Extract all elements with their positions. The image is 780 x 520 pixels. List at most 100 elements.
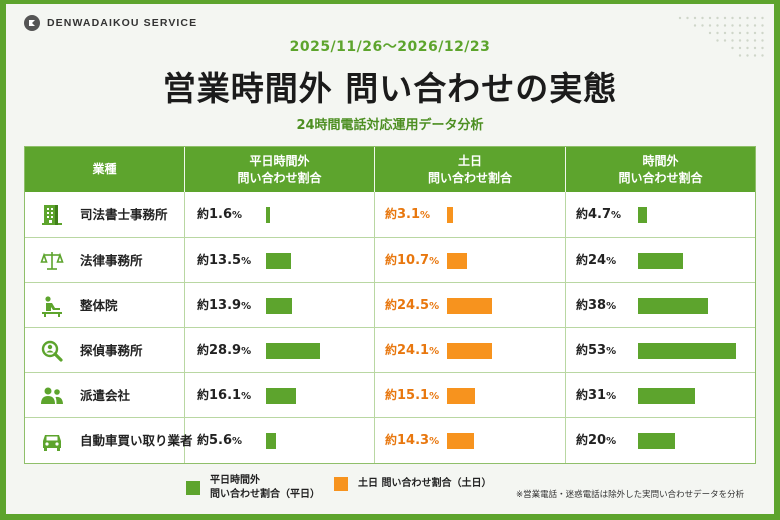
table-row: 自動車買い取り業者 約5.6% 約14.3% 約20% bbox=[25, 417, 755, 462]
value-unit: % bbox=[606, 346, 617, 357]
value-number: 28.9 bbox=[209, 343, 242, 358]
column-header-label: 平日時間外 bbox=[249, 153, 310, 168]
value-weekend: 約10.7% bbox=[385, 238, 439, 283]
industry-name: 法律事務所 bbox=[80, 253, 143, 268]
value-number: 20 bbox=[588, 433, 607, 448]
value-number: 10.7 bbox=[397, 253, 430, 268]
table-row: 法律事務所 約13.5% 約10.7% 約24% bbox=[25, 237, 755, 282]
value-weekend: 約14.3% bbox=[385, 418, 439, 463]
value-afterhours: 約4.7% bbox=[576, 192, 621, 237]
bar-weekday bbox=[266, 388, 296, 404]
page-title: 営業時間外 問い合わせの実態 bbox=[162, 69, 618, 108]
scales-icon bbox=[40, 249, 64, 273]
value-prefix: 約 bbox=[385, 207, 398, 221]
value-unit: % bbox=[241, 391, 252, 402]
bar-weekday bbox=[266, 343, 320, 359]
value-afterhours: 約31% bbox=[576, 373, 616, 418]
column-header-industry: 業種 bbox=[25, 147, 184, 192]
value-prefix: 約 bbox=[385, 388, 398, 402]
table-row: 司法書士事務所 約1.6% 約3.1% 約4.7% bbox=[25, 192, 755, 237]
header-divider bbox=[565, 147, 566, 192]
table-header: 業種 平日時間外 問い合わせ割合 土日 問い合わせ割合 時間外 問い合わせ割合 bbox=[25, 147, 755, 192]
column-header-label: 業種 bbox=[92, 162, 117, 176]
value-prefix: 約 bbox=[576, 207, 589, 221]
value-prefix: 約 bbox=[197, 343, 210, 357]
value-weekday: 約28.9% bbox=[197, 328, 251, 373]
value-number: 53 bbox=[588, 343, 607, 358]
header-divider bbox=[374, 147, 375, 192]
legend-label-weekday: 平日時間外 問い合わせ割合（平日） bbox=[210, 474, 320, 502]
column-header-sublabel: 問い合わせ割合 bbox=[618, 170, 703, 185]
value-afterhours: 約53% bbox=[576, 328, 616, 373]
value-number: 14.3 bbox=[397, 433, 430, 448]
bar-weekend bbox=[447, 207, 453, 223]
value-unit: % bbox=[611, 210, 622, 221]
column-header-weekend: 土日 問い合わせ割合 bbox=[375, 147, 565, 192]
value-weekend: 約24.1% bbox=[385, 328, 439, 373]
column-header-label: 時間外 bbox=[642, 153, 679, 168]
bar-weekend bbox=[447, 388, 475, 404]
footnote: ※営業電話・迷惑電話は除外した実問い合わせデータを分析 bbox=[516, 490, 745, 500]
column-header-label: 土日 bbox=[457, 153, 482, 168]
value-unit: % bbox=[241, 256, 252, 267]
value-prefix: 約 bbox=[197, 388, 210, 402]
value-weekday: 約5.6% bbox=[197, 418, 242, 463]
value-unit: % bbox=[606, 391, 617, 402]
value-prefix: 約 bbox=[385, 298, 398, 312]
legend-label-weekend: 土日 問い合わせ割合（土日） bbox=[358, 478, 492, 489]
value-number: 16.1 bbox=[209, 388, 242, 403]
bar-weekend bbox=[447, 253, 467, 269]
value-number: 31 bbox=[588, 388, 607, 403]
industry-name: 整体院 bbox=[80, 298, 118, 313]
header-divider bbox=[184, 147, 185, 192]
value-number: 4.7 bbox=[588, 207, 612, 222]
value-unit: % bbox=[429, 346, 440, 357]
car-icon bbox=[40, 429, 64, 453]
table-row: 整体院 約13.9% 約24.5% 約38% bbox=[25, 282, 755, 327]
value-unit: % bbox=[232, 436, 243, 447]
page-subtitle: 24時間電話対応運用データ分析 bbox=[296, 118, 484, 133]
bar-afterhours bbox=[638, 207, 647, 223]
legend-swatch-orange bbox=[334, 477, 348, 491]
bar-weekend bbox=[447, 343, 492, 359]
value-unit: % bbox=[606, 256, 617, 267]
value-unit: % bbox=[241, 301, 252, 312]
value-prefix: 約 bbox=[576, 343, 589, 357]
legend-weekday: 平日時間外 問い合わせ割合（平日） bbox=[186, 474, 320, 502]
bar-weekday bbox=[266, 207, 270, 223]
value-prefix: 約 bbox=[197, 207, 210, 221]
value-unit: % bbox=[429, 391, 440, 402]
legend-swatch-green bbox=[186, 481, 200, 495]
value-number: 13.9 bbox=[209, 298, 242, 313]
value-weekday: 約1.6% bbox=[197, 192, 242, 237]
value-unit: % bbox=[429, 436, 440, 447]
bar-weekday bbox=[266, 298, 292, 314]
table-row: 派遣会社 約16.1% 約15.1% 約31% bbox=[25, 372, 755, 417]
legend-weekend: 土日 問い合わせ割合（土日） bbox=[334, 477, 491, 491]
value-weekend: 約24.5% bbox=[385, 283, 439, 328]
column-header-weekday: 平日時間外 問い合わせ割合 bbox=[185, 147, 374, 192]
brand-logo-icon bbox=[24, 15, 40, 31]
data-table: 業種 平日時間外 問い合わせ割合 土日 問い合わせ割合 時間外 問い合わせ割合 … bbox=[24, 146, 756, 464]
massage-icon bbox=[40, 294, 64, 318]
industry-name: 自動車買い取り業者 bbox=[80, 433, 193, 448]
value-weekday: 約13.5% bbox=[197, 238, 251, 283]
value-number: 3.1 bbox=[397, 207, 421, 222]
value-weekday: 約16.1% bbox=[197, 373, 251, 418]
value-prefix: 約 bbox=[385, 343, 398, 357]
bar-afterhours bbox=[638, 388, 695, 404]
period-label: 2025/11/26〜2026/12/23 bbox=[289, 39, 491, 55]
value-prefix: 約 bbox=[197, 298, 210, 312]
magnifier-person-icon bbox=[40, 339, 64, 363]
bar-afterhours bbox=[638, 298, 708, 314]
industry-name: 派遣会社 bbox=[80, 388, 131, 403]
value-prefix: 約 bbox=[576, 433, 589, 447]
industry-name: 探偵事務所 bbox=[80, 343, 143, 358]
column-header-sublabel: 問い合わせ割合 bbox=[237, 170, 322, 185]
value-prefix: 約 bbox=[197, 433, 210, 447]
value-number: 24 bbox=[588, 253, 607, 268]
brand: DENWADAIKOU SERVICE bbox=[24, 14, 197, 32]
value-unit: % bbox=[429, 301, 440, 312]
people-icon bbox=[40, 384, 64, 408]
value-weekend: 約15.1% bbox=[385, 373, 439, 418]
